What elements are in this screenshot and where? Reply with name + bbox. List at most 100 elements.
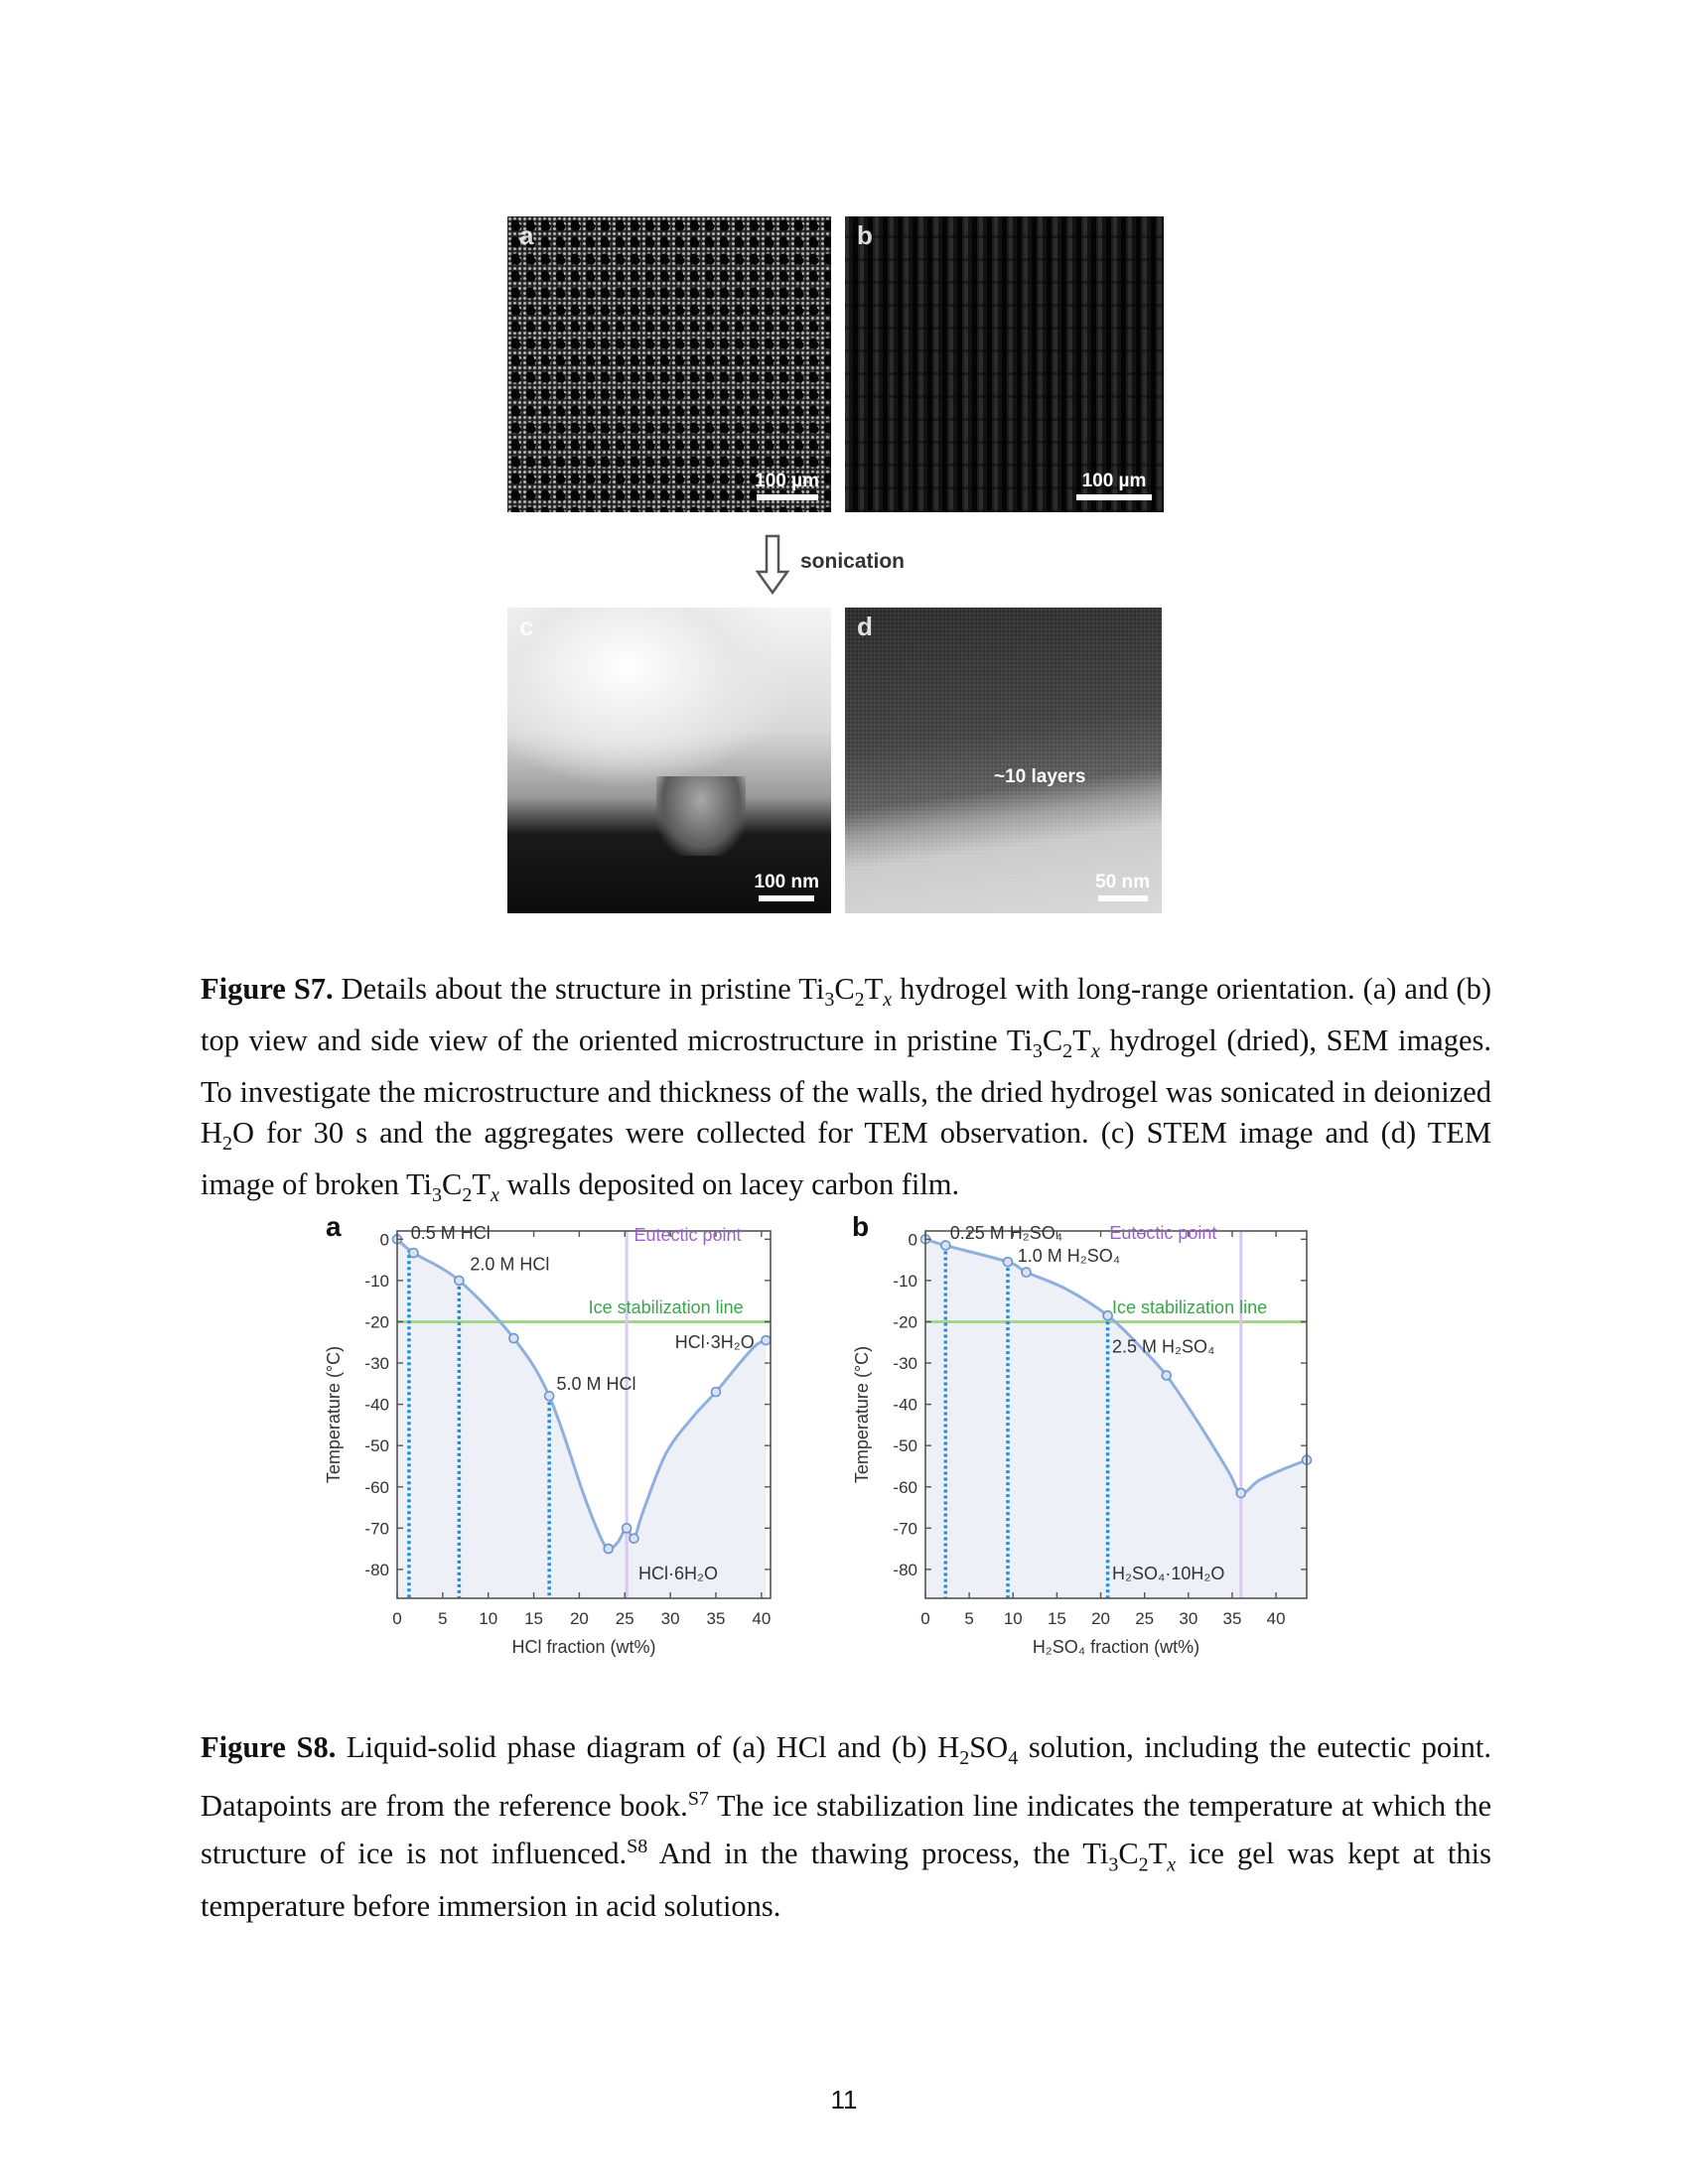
x-tick-label: 35 xyxy=(707,1609,726,1628)
y-axis-label: Temperature (°C) xyxy=(324,1346,344,1483)
data-point-5 xyxy=(543,1390,555,1402)
panel-label-c: c xyxy=(519,612,534,641)
down-arrow-icon xyxy=(755,534,790,596)
scale-bar-b-text: 100 µm xyxy=(1081,471,1147,491)
hcl-phase-diagram-svg: 0 -10 -20 -30 -40 -50 -60 -70 -80 0 5 10 15 20 25 30 35 4… xyxy=(324,1223,772,1657)
y-tick-label: -10 xyxy=(893,1272,917,1291)
scale-bar-d-text: 50 nm xyxy=(1095,872,1150,892)
stem-image: c 100 nm xyxy=(507,608,831,913)
hcl-phase-diagram: 0 -10 -20 -30 -40 -50 -60 -70 -80 0 5 10 15 20 25 30 35 4… xyxy=(318,1213,784,1695)
h2so4-phase-diagram-svg: 0 -10 -20 -30 -40 -50 -60 -70 -80 0 5 10 15 20 25 30 35 4… xyxy=(852,1223,1313,1657)
x-tick-label: 30 xyxy=(1179,1609,1197,1628)
y-tick-label: -70 xyxy=(893,1519,917,1538)
y-tick-label: -40 xyxy=(893,1396,917,1415)
scale-bar-a: 100 µm xyxy=(755,471,819,500)
sem-image-side-view: b 100 µm xyxy=(845,216,1164,512)
y-tick-label: 0 xyxy=(380,1230,389,1249)
x-tick-label: 25 xyxy=(616,1609,634,1628)
annotation-label: HCl·3H₂O xyxy=(675,1332,755,1352)
y-tick-label: -30 xyxy=(364,1354,389,1373)
liquid-region-fill xyxy=(397,1239,767,1598)
layers-annotation: ~10 layers xyxy=(994,766,1086,787)
y-tick-label: -80 xyxy=(364,1561,389,1579)
data-point-7 xyxy=(1235,1487,1247,1499)
annotation-label: 1.0 M H₂SO₄ xyxy=(1018,1246,1120,1266)
data-point-7 xyxy=(621,1523,633,1534)
x-tick-label: 40 xyxy=(752,1609,771,1628)
x-tick-label: 15 xyxy=(524,1609,543,1628)
page-number: 11 xyxy=(830,2085,858,2115)
plot-frame xyxy=(396,1230,772,1599)
x-axis-label: HCl fraction (wt%) xyxy=(511,1637,655,1657)
x-tick-label: 0 xyxy=(920,1609,929,1628)
scale-bar-c: 100 nm xyxy=(755,872,819,901)
x-tick-label: 5 xyxy=(438,1609,447,1628)
data-point-3 xyxy=(454,1275,465,1287)
y-tick-label: -20 xyxy=(364,1312,389,1331)
x-tick-label: 20 xyxy=(570,1609,589,1628)
y-tick-label: -50 xyxy=(893,1436,917,1455)
data-point-8 xyxy=(629,1533,639,1545)
x-tick-label: 0 xyxy=(392,1609,401,1628)
tem-image: d ~10 layers 50 nm xyxy=(845,608,1162,913)
panel-label-a: a xyxy=(519,220,534,250)
chart-letter-a: a xyxy=(326,1211,342,1242)
y-tick-label: -50 xyxy=(364,1436,389,1455)
data-point-5 xyxy=(1102,1309,1113,1321)
data-point-6 xyxy=(1161,1370,1173,1381)
data-point-9 xyxy=(710,1386,722,1398)
x-tick-label: 25 xyxy=(1135,1609,1154,1628)
x-axis-label: H₂SO₄ fraction (wt%) xyxy=(1033,1637,1199,1657)
y-tick-label: -80 xyxy=(893,1561,917,1579)
x-tick-label: 40 xyxy=(1267,1609,1286,1628)
data-point-2 xyxy=(408,1247,419,1259)
annotation-label: Eutectic point xyxy=(1109,1223,1216,1243)
chart-letter-b: b xyxy=(852,1211,870,1242)
annotation-label: Eutectic point xyxy=(633,1225,741,1245)
annotation-label: HCl·6H₂O xyxy=(638,1564,718,1583)
scale-bar-b: 100 µm xyxy=(1076,471,1152,500)
x-tick-label: 15 xyxy=(1048,1609,1066,1628)
figure-s8-caption: Figure S8. Liquid-solid phase diagram of… xyxy=(201,1730,1492,1923)
x-tick-label: 10 xyxy=(479,1609,497,1628)
annotation-label: 5.0 M HCl xyxy=(556,1374,635,1394)
y-tick-label: -70 xyxy=(364,1519,389,1538)
sem-image-top-view: a 100 µm xyxy=(507,216,831,512)
x-tick-label: 5 xyxy=(964,1609,973,1628)
annotation-label: Ice stabilization line xyxy=(589,1297,744,1317)
data-point-4 xyxy=(1021,1267,1032,1278)
data-point-4 xyxy=(508,1332,519,1344)
figure-s8-caption-head: Figure S8. xyxy=(201,1730,337,1764)
y-axis-label: Temperature (°C) xyxy=(852,1346,872,1483)
plot-frame xyxy=(924,1230,1308,1599)
x-tick-label: 35 xyxy=(1223,1609,1242,1628)
panel-label-d: d xyxy=(857,612,873,641)
y-tick-label: -60 xyxy=(893,1478,917,1497)
sonication-label: sonication xyxy=(800,550,906,573)
annotation-label: 2.0 M HCl xyxy=(470,1254,549,1274)
x-tick-label: 30 xyxy=(661,1609,680,1628)
x-tick-label: 20 xyxy=(1091,1609,1110,1628)
annotation-label: 0.5 M HCl xyxy=(411,1223,491,1243)
data-point-10 xyxy=(761,1334,772,1346)
y-tick-label: -40 xyxy=(364,1396,389,1415)
annotation-label: 0.25 M H₂SO₄ xyxy=(950,1223,1062,1243)
panel-label-b: b xyxy=(857,220,873,250)
y-tick-label: -60 xyxy=(364,1478,389,1497)
figure-s7-caption-head: Figure S7. xyxy=(201,972,334,1006)
data-point-2 xyxy=(940,1240,951,1251)
data-point-6 xyxy=(603,1543,615,1555)
liquid-region-fill xyxy=(925,1239,1307,1598)
y-tick-label: 0 xyxy=(909,1230,917,1249)
y-tick-label: -20 xyxy=(893,1312,917,1331)
scale-bar-c-text: 100 nm xyxy=(754,872,819,892)
h2so4-phase-diagram: 0 -10 -20 -30 -40 -50 -60 -70 -80 0 5 10 15 20 25 30 35 4… xyxy=(846,1213,1323,1695)
scale-bar-a-text: 100 µm xyxy=(755,471,819,491)
annotation-label: Ice stabilization line xyxy=(1112,1297,1267,1317)
figure-s7-caption: Figure S7. Details about the structure i… xyxy=(201,972,1491,1207)
y-tick-label: -30 xyxy=(893,1354,917,1373)
data-point-3 xyxy=(1002,1256,1014,1268)
annotation-label: 2.5 M H₂SO₄ xyxy=(1112,1336,1214,1356)
y-tick-label: -10 xyxy=(364,1272,389,1291)
scale-bar-d: 50 nm xyxy=(1095,872,1150,901)
